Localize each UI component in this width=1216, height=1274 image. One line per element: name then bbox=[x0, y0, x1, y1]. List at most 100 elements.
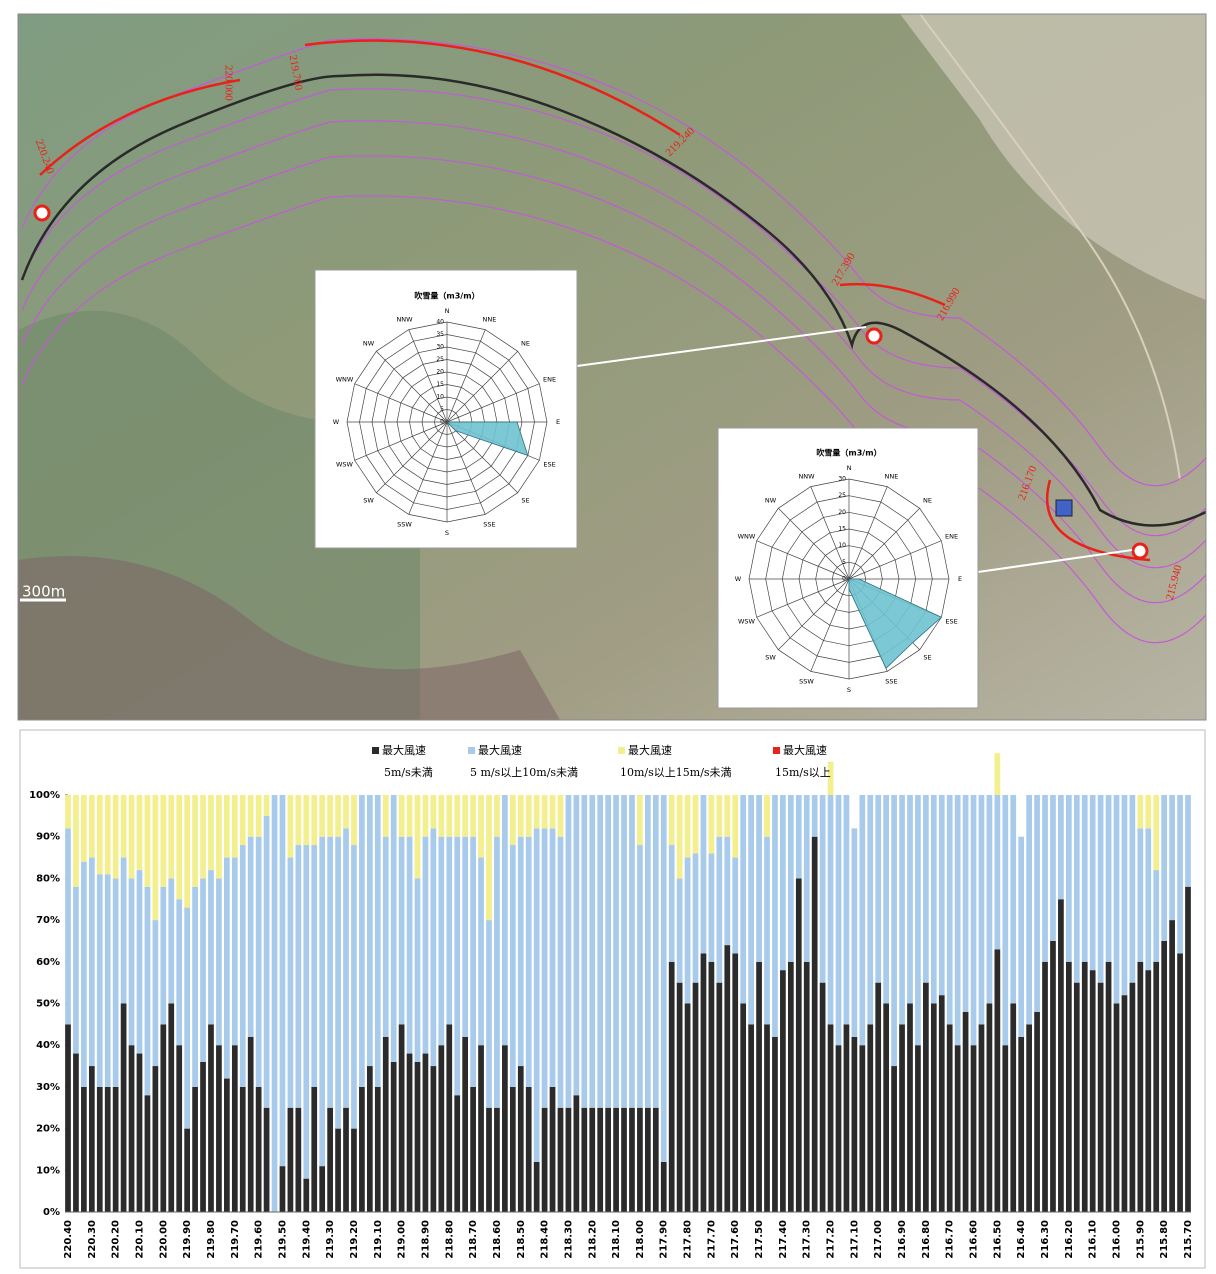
bar-segment bbox=[867, 1024, 873, 1212]
legend-swatch bbox=[618, 747, 625, 754]
bar-segment bbox=[526, 837, 532, 1087]
bar-segment bbox=[1137, 962, 1143, 1212]
bar-segment bbox=[859, 795, 865, 1045]
radar-axis-label: N bbox=[847, 464, 852, 472]
bar-segment bbox=[303, 795, 309, 845]
radar-axis-label: N bbox=[445, 307, 450, 315]
radar-axis-label: NE bbox=[521, 340, 530, 348]
y-tick-label: 30% bbox=[36, 1082, 60, 1093]
bar-segment bbox=[804, 962, 810, 1212]
bar-segment bbox=[367, 795, 373, 1066]
bar-segment bbox=[788, 795, 794, 962]
legend-swatch bbox=[773, 747, 780, 754]
bar-segment bbox=[1082, 962, 1088, 1212]
bar-segment bbox=[1177, 953, 1183, 1212]
bar-segment bbox=[295, 845, 301, 1108]
bar-segment bbox=[208, 870, 214, 1024]
bar-segment bbox=[939, 995, 945, 1212]
bar-segment bbox=[431, 828, 437, 1066]
bar-segment bbox=[653, 1108, 659, 1212]
radar-tick-label: 10 bbox=[838, 542, 846, 549]
bar-segment bbox=[812, 837, 818, 1212]
bar-segment bbox=[1042, 962, 1048, 1212]
bar-segment bbox=[438, 837, 444, 1045]
bar-segment bbox=[605, 795, 611, 1108]
bar-segment bbox=[303, 845, 309, 1179]
bar-segment bbox=[232, 795, 238, 858]
bar-segment bbox=[979, 795, 985, 1024]
bar-segment bbox=[828, 795, 834, 1024]
radar-axis-label: S bbox=[847, 686, 851, 694]
bar-segment bbox=[494, 1108, 500, 1212]
bar-segment bbox=[534, 795, 540, 828]
bar-segment bbox=[1114, 1004, 1120, 1213]
radar-axis-label: E bbox=[958, 575, 962, 583]
bar-segment bbox=[160, 887, 166, 1025]
bar-segment bbox=[327, 795, 333, 837]
bar-segment bbox=[65, 1024, 71, 1212]
bar-segment bbox=[637, 795, 643, 845]
bar-segment bbox=[343, 828, 349, 1107]
bar-segment bbox=[701, 953, 707, 1212]
bar-segment bbox=[311, 1087, 317, 1212]
bar-segment bbox=[709, 795, 715, 853]
legend-label: 5m/s未満 bbox=[384, 766, 433, 779]
bar-segment bbox=[351, 1129, 357, 1212]
bar-segment bbox=[264, 795, 270, 816]
bar-segment bbox=[796, 795, 802, 878]
bar-segment bbox=[987, 1004, 993, 1213]
x-tick-label: 216.00 bbox=[1112, 1220, 1123, 1259]
bar-segment bbox=[240, 845, 246, 1087]
bar-segment bbox=[391, 1062, 397, 1212]
bar-segment bbox=[343, 1108, 349, 1212]
bar-segment bbox=[566, 795, 572, 1108]
bar-segment bbox=[73, 887, 79, 1054]
bar-segment bbox=[462, 837, 468, 1037]
x-tick-label: 217.00 bbox=[873, 1220, 884, 1259]
bar-segment bbox=[89, 795, 95, 858]
legend-label: 10m/s以上15m/s未満 bbox=[620, 766, 732, 779]
bar-segment bbox=[574, 795, 580, 1095]
y-tick-label: 80% bbox=[36, 873, 60, 884]
radar-tick-label: 30 bbox=[838, 476, 846, 483]
bar-segment bbox=[581, 795, 587, 1108]
bar-segment bbox=[232, 1045, 238, 1212]
bar-segment bbox=[669, 962, 675, 1212]
bar-segment bbox=[685, 795, 691, 858]
x-tick-label: 216.50 bbox=[992, 1220, 1003, 1259]
bar-segment bbox=[629, 795, 635, 1108]
bar-segment bbox=[73, 1054, 79, 1212]
bar-segment bbox=[740, 795, 746, 1004]
bar-segment bbox=[820, 983, 826, 1212]
bar-segment bbox=[351, 845, 357, 1129]
bar-segment bbox=[1050, 941, 1056, 1212]
legend-swatch bbox=[468, 747, 475, 754]
bar-segment bbox=[97, 874, 103, 1087]
bar-segment bbox=[288, 795, 294, 858]
radar-axis-label: NW bbox=[765, 497, 777, 505]
bar-segment bbox=[1106, 795, 1112, 962]
radar-axis-label: WSW bbox=[336, 460, 354, 468]
bar-segment bbox=[145, 1095, 151, 1212]
bar-segment bbox=[375, 1087, 381, 1212]
bar-segment bbox=[1169, 920, 1175, 1212]
y-tick-label: 20% bbox=[36, 1124, 60, 1135]
x-tick-label: 217.40 bbox=[778, 1220, 789, 1259]
bar-segment bbox=[319, 837, 325, 1166]
legend-label: 最大風速 bbox=[478, 743, 522, 757]
bar-segment bbox=[780, 970, 786, 1212]
figure: 220.240 220.000 219.700 219.240 217.390 … bbox=[0, 0, 1216, 1274]
bar-segment bbox=[677, 878, 683, 982]
bar-segment bbox=[248, 1037, 254, 1212]
bar-segment bbox=[319, 1166, 325, 1212]
x-tick-label: 216.20 bbox=[1064, 1220, 1075, 1259]
bar-segment bbox=[645, 795, 651, 1108]
bar-segment bbox=[963, 795, 969, 1012]
bar-segment bbox=[224, 858, 230, 1079]
bar-segment bbox=[510, 795, 516, 845]
bar-segment bbox=[844, 1024, 850, 1212]
x-tick-label: 220.20 bbox=[111, 1220, 122, 1259]
bar-segment bbox=[629, 1108, 635, 1212]
bar-segment bbox=[875, 983, 881, 1212]
bar-segment bbox=[1185, 887, 1191, 1212]
